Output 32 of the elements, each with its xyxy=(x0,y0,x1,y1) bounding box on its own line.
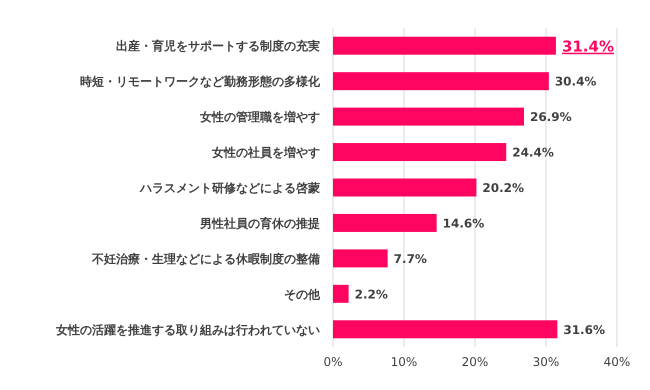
bar xyxy=(333,249,388,268)
y-tick-label: 女性の社員を増やす xyxy=(211,146,320,160)
bar xyxy=(333,108,524,126)
data-label: 24.4% xyxy=(512,146,554,160)
y-tick-label: 出産・育児をサポートする制度の充実 xyxy=(116,39,320,54)
data-label: 14.6% xyxy=(442,216,484,230)
y-tick-label: 女性の活躍を推進する取り組みは行われていない xyxy=(55,322,320,337)
y-tick-label: 不妊治療・生理などによる休暇制度の整備 xyxy=(91,252,320,266)
data-label: 20.2% xyxy=(482,181,524,195)
bar xyxy=(333,178,476,196)
bar xyxy=(333,143,506,162)
y-tick-label: ハラスメント研修などによる啓蒙 xyxy=(139,181,320,195)
bar xyxy=(333,320,558,338)
x-tick-label: 40% xyxy=(604,355,630,369)
data-label: 2.2% xyxy=(354,287,388,302)
y-tick-label: 時短・リモートワークなど勤務形態の多様化 xyxy=(80,74,321,89)
y-tick-label: 男性社員の育休の推提 xyxy=(199,216,320,230)
data-label: 30.4% xyxy=(554,74,596,89)
data-label: 7.7% xyxy=(394,252,427,266)
bar xyxy=(333,36,556,55)
y-tick-label: その他 xyxy=(284,287,321,302)
data-label: 26.9% xyxy=(530,110,572,124)
x-tick-label: 20% xyxy=(462,355,488,369)
data-label: 31.4% xyxy=(562,38,614,56)
x-tick-label: 10% xyxy=(390,355,418,369)
bar xyxy=(333,72,549,90)
data-label: 31.6% xyxy=(563,322,605,337)
y-tick-label: 女性の管理職を増やす xyxy=(199,110,320,124)
x-tick-label: 30% xyxy=(532,355,560,369)
bar xyxy=(333,284,349,303)
x-tick-label: 0% xyxy=(323,355,343,369)
bar xyxy=(333,214,437,232)
